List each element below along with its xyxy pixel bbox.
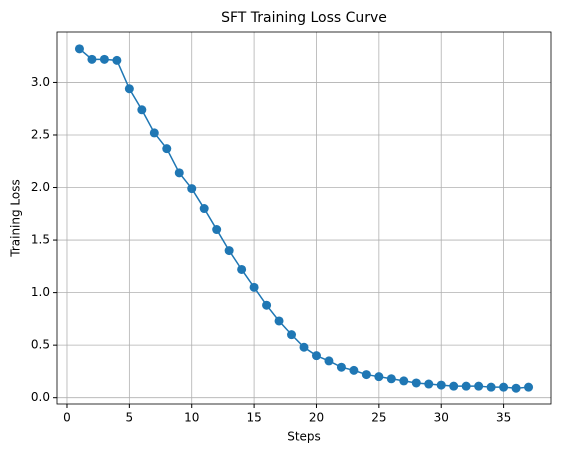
marker	[249, 282, 259, 292]
x-tick-label: 0	[63, 411, 71, 425]
marker	[124, 84, 134, 94]
x-tick-label: 10	[184, 411, 199, 425]
y-tick-label: 3.0	[31, 75, 50, 89]
x-tick-label: 5	[126, 411, 134, 425]
x-tick-label: 35	[496, 411, 511, 425]
marker	[436, 380, 446, 390]
marker	[174, 168, 184, 178]
marker	[74, 44, 84, 54]
marker	[474, 381, 484, 391]
marker	[112, 55, 122, 65]
marker	[361, 370, 371, 380]
marker	[449, 381, 459, 391]
marker	[374, 372, 384, 382]
marker	[499, 382, 509, 392]
marker	[336, 362, 346, 372]
marker	[324, 356, 334, 366]
plot-frame	[56, 31, 552, 405]
marker	[274, 316, 284, 326]
marker	[224, 246, 234, 256]
y-tick-label: 2.5	[31, 127, 50, 141]
marker	[524, 382, 534, 392]
marker	[137, 105, 147, 115]
marker	[511, 383, 521, 393]
marker	[424, 379, 434, 389]
x-tick-label: 25	[371, 411, 386, 425]
marker	[99, 54, 109, 64]
marker	[212, 225, 222, 235]
marker	[87, 54, 97, 64]
marker	[149, 128, 159, 138]
marker	[399, 376, 409, 386]
marker	[187, 184, 197, 194]
marker	[311, 351, 321, 361]
y-axis-label: Training Loss	[9, 179, 23, 257]
marker	[486, 382, 496, 392]
marker	[162, 144, 172, 154]
marker	[287, 330, 297, 340]
marker	[349, 365, 359, 375]
x-tick-label: 20	[309, 411, 324, 425]
marker	[386, 374, 396, 384]
marker	[411, 378, 421, 388]
chart-title: SFT Training Loss Curve	[221, 10, 387, 26]
marker	[299, 342, 309, 352]
line	[78, 48, 529, 389]
x-tick-label: 15	[246, 411, 261, 425]
x-tick-label: 30	[434, 411, 449, 425]
y-tick-label: 1.0	[31, 285, 50, 299]
y-tick-label: 0.5	[31, 338, 50, 352]
marker	[461, 381, 471, 391]
y-tick-label: 2.0	[31, 180, 50, 194]
marker	[237, 264, 247, 274]
y-tick-label: 0.0	[31, 390, 50, 404]
y-tick-label: 1.5	[31, 233, 50, 247]
marker	[199, 204, 209, 214]
marker	[262, 300, 272, 310]
x-axis-label: Steps	[287, 430, 321, 444]
